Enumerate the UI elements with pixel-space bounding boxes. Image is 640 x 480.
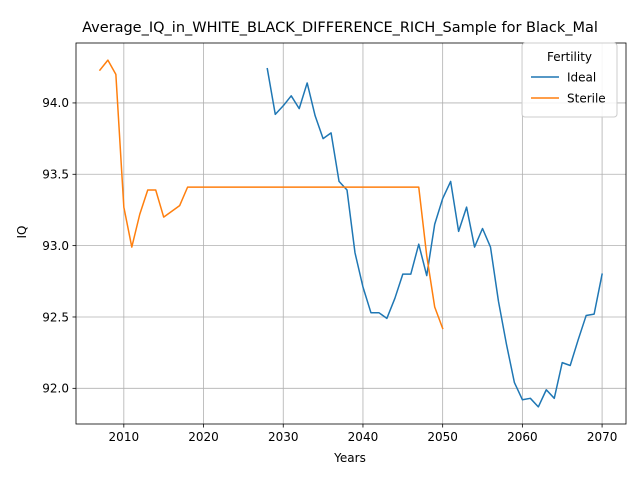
y-axis: 92.0 92.5 93.0 93.5 94.0 [42, 96, 76, 396]
chart-title: Average_IQ_in_WHITE_BLACK_DIFFERENCE_RIC… [82, 20, 598, 36]
x-tick-label: 2020 [188, 430, 219, 444]
x-tick-label: 2040 [348, 430, 379, 444]
y-tick-label: 93.0 [42, 239, 69, 253]
x-tick-label: 2050 [427, 430, 458, 444]
y-tick-label: 92.5 [42, 310, 69, 324]
y-axis-label: IQ [15, 226, 29, 239]
x-tick-label: 2060 [507, 430, 538, 444]
legend-label-sterile: Sterile [567, 92, 606, 106]
series-line-sterile [98, 59, 444, 330]
x-tick-label: 2070 [587, 430, 618, 444]
x-tick-label: 2010 [109, 430, 140, 444]
legend-title: Fertility [547, 50, 592, 64]
plot-frame [75, 42, 627, 425]
series-lines [98, 59, 603, 408]
y-tick-label: 94.0 [42, 96, 69, 110]
legend: Fertility Ideal Sterile [521, 42, 618, 118]
x-tick-label: 2030 [268, 430, 299, 444]
y-tick-label: 92.0 [42, 382, 69, 396]
x-axis: 2010 2020 2030 2040 2050 2060 2070 [109, 424, 618, 444]
y-tick-label: 93.5 [42, 168, 69, 182]
series-line-ideal [266, 67, 603, 408]
x-axis-label: Years [333, 451, 366, 465]
legend-label-ideal: Ideal [567, 71, 596, 85]
